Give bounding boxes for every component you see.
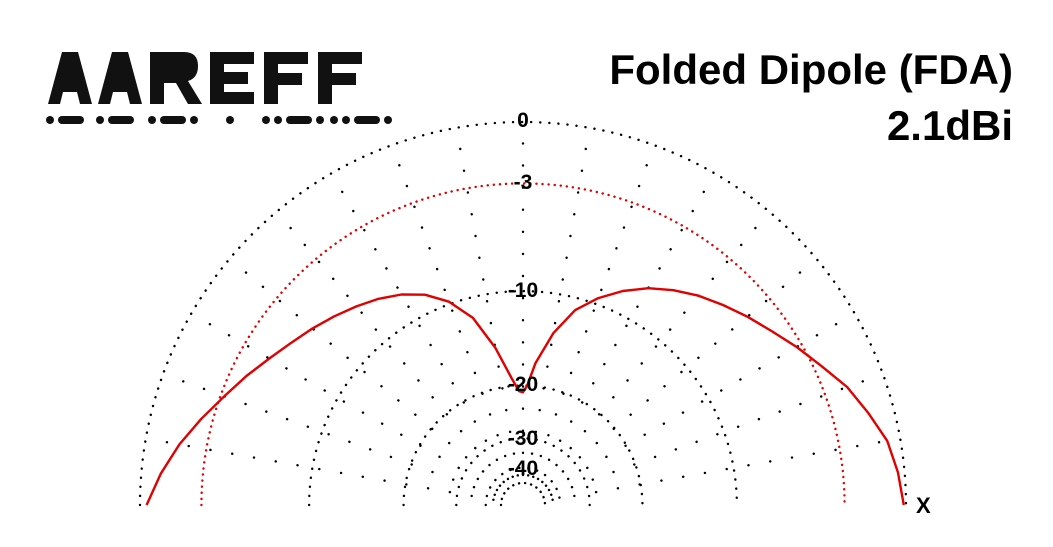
grid-spoke: [527, 126, 591, 477]
chart-title: Folded Dipole (FDA): [609, 46, 1013, 93]
grid-spoke: [544, 257, 818, 487]
grid-spoke: [551, 437, 902, 501]
axis-label-x: X: [916, 493, 931, 518]
reference-ring-3db: [200, 182, 846, 507]
radial-tick-label: -3: [514, 171, 533, 194]
polar-grid: [138, 120, 908, 507]
grid-ring: [402, 384, 644, 507]
chart-title-block: Folded Dipole (FDA) 2.1dBi: [609, 42, 1013, 154]
grid-spoke: [536, 172, 716, 481]
grid-spoke: [161, 372, 497, 496]
grid-spoke: [275, 210, 505, 484]
grid-spoke: [390, 143, 514, 479]
radial-tick-label: 0: [517, 109, 529, 132]
grid-spoke: [549, 372, 885, 496]
grid-ring: [499, 481, 547, 507]
grid-spoke: [532, 143, 656, 479]
pattern-series: [145, 182, 905, 507]
grid-ring: [484, 466, 562, 507]
grid-spoke: [541, 210, 771, 484]
radial-tick-label: -20: [508, 373, 538, 396]
grid-spoke: [547, 312, 856, 492]
grid-spoke: [228, 257, 502, 487]
radial-tick-labels: 0 -3 -10 -20 -30 -40 X: [508, 109, 931, 518]
chart-subtitle: 2.1dBi: [886, 102, 1013, 149]
grid-spoke: [330, 172, 510, 481]
grid-ring: [307, 289, 739, 507]
radial-tick-label: -10: [508, 279, 538, 302]
aareff-logo: [46, 52, 392, 124]
radial-tick-label: -30: [508, 427, 538, 450]
grid-ring: [138, 120, 908, 507]
grid-spoke: [455, 126, 519, 477]
grid-spoke: [144, 437, 495, 501]
grid-spoke: [190, 312, 499, 492]
pattern-line: [145, 287, 905, 506]
radial-tick-label: -40: [508, 457, 538, 480]
